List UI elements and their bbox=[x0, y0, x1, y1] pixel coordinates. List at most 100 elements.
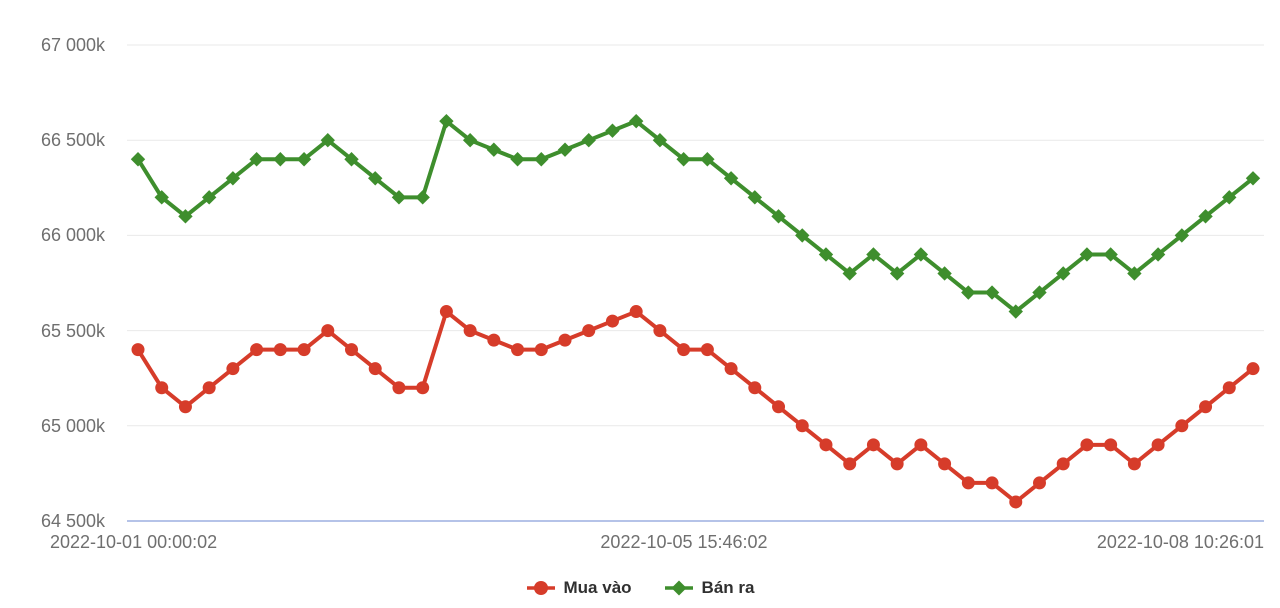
mua-vao-data-point[interactable] bbox=[843, 457, 857, 471]
ban-ra-data-point[interactable] bbox=[1198, 209, 1213, 224]
mua-vao-data-point[interactable] bbox=[1009, 495, 1023, 509]
mua-vao-data-point[interactable] bbox=[178, 400, 192, 414]
ban-ra-data-point[interactable] bbox=[486, 142, 502, 157]
mua-vao-data-point[interactable] bbox=[511, 343, 525, 357]
mua-vao-data-point[interactable] bbox=[392, 381, 406, 395]
mua-vao-data-point[interactable] bbox=[605, 314, 619, 328]
mua-vao-data-point[interactable] bbox=[1199, 400, 1213, 414]
mua-vao-data-point[interactable] bbox=[345, 343, 359, 357]
mua-vao-data-point[interactable] bbox=[1127, 457, 1141, 471]
mua-vao-data-point[interactable] bbox=[677, 343, 691, 357]
ban-ra-data-point[interactable] bbox=[534, 152, 549, 167]
ban-ra-data-point[interactable] bbox=[652, 133, 668, 148]
ban-ra-data-point[interactable] bbox=[700, 152, 715, 167]
ban-ra-data-point[interactable] bbox=[723, 171, 739, 186]
ban-ra-data-point[interactable] bbox=[296, 152, 312, 167]
mua-vao-data-point[interactable] bbox=[1104, 438, 1118, 452]
ban-ra-data-point[interactable] bbox=[605, 123, 620, 138]
mua-vao-data-point[interactable] bbox=[914, 438, 928, 452]
mua-vao-data-point[interactable] bbox=[226, 362, 240, 376]
ban-ra-data-point[interactable] bbox=[771, 209, 786, 224]
mua-vao-data-point[interactable] bbox=[938, 457, 952, 471]
ban-ra-data-point[interactable] bbox=[201, 190, 217, 205]
ban-ra-data-point[interactable] bbox=[1174, 228, 1190, 243]
mua-vao-data-point[interactable] bbox=[321, 324, 335, 338]
ban-ra-data-point[interactable] bbox=[1079, 247, 1095, 262]
ban-ra-data-point[interactable] bbox=[866, 247, 881, 262]
mua-vao-data-point[interactable] bbox=[558, 333, 572, 347]
ban-ra-data-point[interactable] bbox=[557, 142, 573, 157]
mua-vao-data-point[interactable] bbox=[155, 381, 169, 395]
ban-ra-data-point[interactable] bbox=[628, 113, 644, 129]
ban-ra-data-point[interactable] bbox=[273, 152, 288, 167]
ban-ra-data-point[interactable] bbox=[225, 171, 241, 186]
mua-vao-data-point[interactable] bbox=[961, 476, 975, 490]
mua-vao-data-point[interactable] bbox=[463, 324, 477, 338]
ban-ra-data-point[interactable] bbox=[961, 285, 976, 300]
mua-vao-data-point[interactable] bbox=[890, 457, 904, 471]
mua-vao-data-point[interactable] bbox=[1246, 362, 1260, 376]
mua-vao-data-point[interactable] bbox=[534, 343, 548, 357]
ban-ra-data-point[interactable] bbox=[439, 113, 454, 129]
ban-ra-data-point[interactable] bbox=[391, 190, 407, 205]
mua-vao-data-point[interactable] bbox=[724, 362, 738, 376]
series-line-mua-vao bbox=[136, 309, 1255, 504]
mua-vao-data-point[interactable] bbox=[1151, 438, 1165, 452]
mua-vao-data-point[interactable] bbox=[819, 438, 833, 452]
mua-vao-data-point[interactable] bbox=[1032, 476, 1046, 490]
mua-vao-data-point[interactable] bbox=[416, 381, 430, 395]
mua-vao-data-point[interactable] bbox=[1056, 457, 1070, 471]
ban-ra-data-point[interactable] bbox=[462, 133, 478, 148]
ban-ra-data-point[interactable] bbox=[510, 152, 525, 167]
mua-vao-data-point[interactable] bbox=[629, 305, 643, 319]
mua-vao-data-point[interactable] bbox=[297, 343, 311, 357]
mua-vao-data-point[interactable] bbox=[582, 324, 596, 338]
ban-ra-data-point[interactable] bbox=[320, 133, 335, 148]
mua-vao-data-point[interactable] bbox=[273, 343, 287, 357]
ban-ra-data-point[interactable] bbox=[1056, 266, 1071, 281]
ban-ra-data-point[interactable] bbox=[676, 152, 691, 167]
ban-ra-data-point[interactable] bbox=[747, 190, 763, 205]
ban-ra-data-point[interactable] bbox=[1150, 247, 1166, 262]
ban-ra-data-point[interactable] bbox=[818, 247, 834, 262]
ban-ra-data-point[interactable] bbox=[415, 190, 430, 205]
mua-vao-data-point[interactable] bbox=[368, 362, 382, 376]
legend-item-ban-ra[interactable]: Bán ra bbox=[664, 578, 754, 598]
ban-ra-data-point[interactable] bbox=[984, 285, 1000, 300]
ban-ra-data-point[interactable] bbox=[1245, 171, 1261, 186]
mua-vao-data-point[interactable] bbox=[202, 381, 216, 395]
y-tick-label: 65 000k bbox=[40, 415, 105, 436]
ban-ra-data-point[interactable] bbox=[913, 247, 929, 262]
ban-ra-data-point[interactable] bbox=[178, 209, 193, 224]
ban-ra-data-point[interactable] bbox=[581, 133, 596, 148]
ban-ra-data-point[interactable] bbox=[1032, 285, 1047, 300]
mua-vao-data-point[interactable] bbox=[700, 343, 714, 357]
ban-ra-data-point[interactable] bbox=[154, 190, 169, 205]
ban-ra-data-point[interactable] bbox=[1103, 247, 1118, 262]
mua-vao-data-point[interactable] bbox=[439, 305, 453, 319]
mua-vao-data-point[interactable] bbox=[1175, 419, 1189, 433]
mua-vao-data-point[interactable] bbox=[866, 438, 880, 452]
mua-vao-data-point[interactable] bbox=[653, 324, 667, 338]
ban-ra-data-point[interactable] bbox=[1008, 304, 1023, 319]
mua-vao-data-point[interactable] bbox=[487, 333, 501, 347]
mua-vao-data-point[interactable] bbox=[748, 381, 762, 395]
mua-vao-data-point[interactable] bbox=[772, 400, 786, 414]
mua-vao-data-point[interactable] bbox=[1222, 381, 1236, 395]
mua-vao-data-point[interactable] bbox=[795, 419, 809, 433]
mua-vao-data-point[interactable] bbox=[1080, 438, 1094, 452]
ban-ra-data-point[interactable] bbox=[842, 266, 857, 281]
ban-ra-data-point[interactable] bbox=[937, 266, 952, 281]
legend-item-mua-vao[interactable]: Mua vào bbox=[526, 578, 632, 598]
mua-vao-data-point[interactable] bbox=[250, 343, 264, 357]
mua-vao-data-point[interactable] bbox=[985, 476, 999, 490]
mua-vao-data-point[interactable] bbox=[131, 343, 145, 357]
ban-ra-data-point[interactable] bbox=[368, 171, 383, 186]
ban-ra-data-point[interactable] bbox=[344, 152, 359, 167]
ban-ra-data-point[interactable] bbox=[249, 152, 264, 167]
ban-ra-data-point[interactable] bbox=[1127, 266, 1142, 281]
ban-ra-data-point[interactable] bbox=[130, 152, 146, 167]
ban-ra-data-point[interactable] bbox=[889, 266, 905, 281]
ban-ra-data-point[interactable] bbox=[1222, 190, 1237, 205]
ban-ra-data-point[interactable] bbox=[795, 228, 810, 243]
